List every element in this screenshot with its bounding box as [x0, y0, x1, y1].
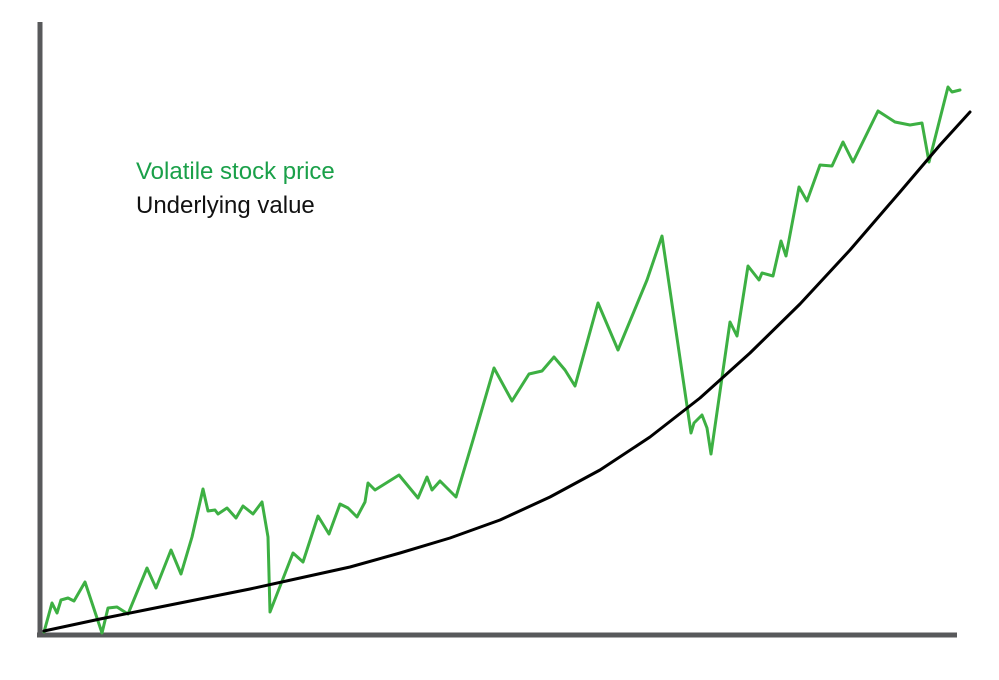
volatile-stock-price-line — [42, 85, 962, 635]
legend-volatile-stock-price: Volatile stock price — [136, 158, 335, 185]
underlying-value-curve — [42, 110, 972, 633]
legend: Volatile stock price Underlying value — [136, 155, 335, 223]
legend-underlying-value: Underlying value — [136, 192, 315, 219]
